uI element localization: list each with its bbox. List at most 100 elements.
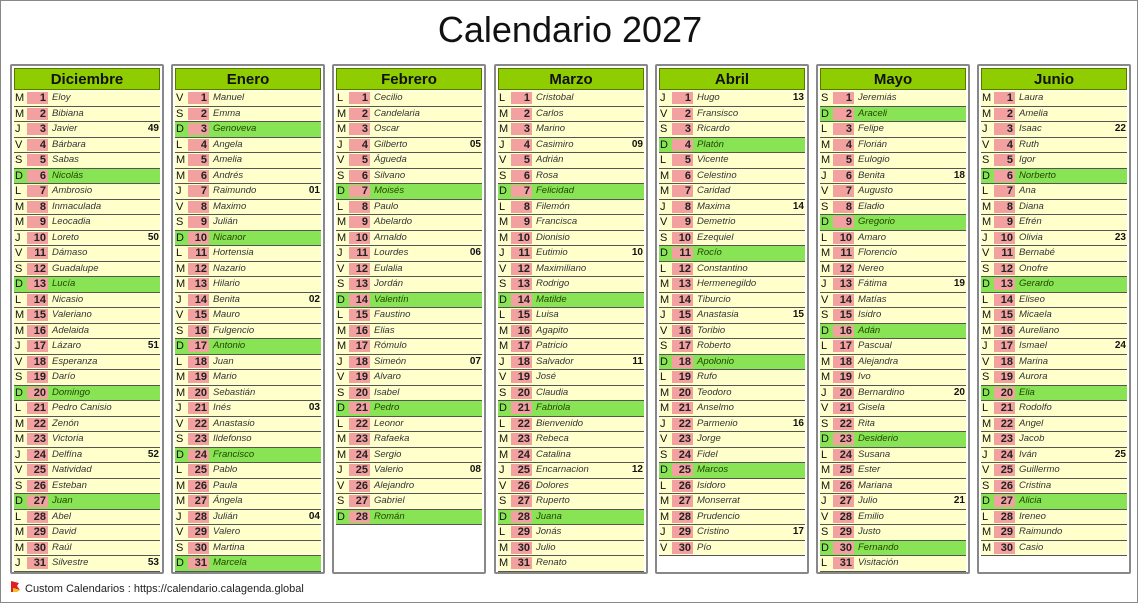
day-row[interactable]: D 24 Francisco	[175, 447, 321, 463]
day-row[interactable]: D 14 Matilde	[498, 292, 644, 308]
day-row[interactable]: L 14 Nicasio	[14, 292, 160, 308]
day-row[interactable]: M 27 Monserrat	[659, 494, 805, 510]
day-row[interactable]: D 11 Rocío	[659, 246, 805, 262]
day-row[interactable]: M 2 Amelia	[981, 106, 1127, 122]
day-row[interactable]: M 17 Patricio	[498, 339, 644, 355]
day-row[interactable]: J 18 Salvador 11	[498, 354, 644, 370]
day-row[interactable]: S 9 Julián	[175, 215, 321, 231]
day-row[interactable]: M 10 Arnaldo	[336, 230, 482, 246]
day-row[interactable]: S 26 Cristina	[981, 478, 1127, 494]
day-row[interactable]: M 11 Florencio	[820, 246, 966, 262]
day-row[interactable]: L 22 Bienvenido	[498, 416, 644, 432]
day-row[interactable]: V 11 Dámaso	[14, 246, 160, 262]
day-row[interactable]: S 6 Silvano	[336, 168, 482, 184]
day-row[interactable]: M 16 Elias	[336, 323, 482, 339]
day-row[interactable]: M 23 Rebeca	[498, 432, 644, 448]
day-row[interactable]: L 11 Hortensia	[175, 246, 321, 262]
day-row[interactable]: M 15 Micaela	[981, 308, 1127, 324]
day-row[interactable]: M 26 Mariana	[820, 478, 966, 494]
day-row[interactable]: L 10 Amaro	[820, 230, 966, 246]
day-row[interactable]: L 19 Rufo	[659, 370, 805, 386]
day-row[interactable]: M 1 Laura	[981, 91, 1127, 107]
day-row[interactable]: V 11 Bernabé	[981, 246, 1127, 262]
day-row[interactable]: V 12 Maximiliano	[498, 261, 644, 277]
day-row[interactable]: L 5 Vicente	[659, 153, 805, 169]
day-row[interactable]: V 19 Alvaro	[336, 370, 482, 386]
day-row[interactable]: M 19 Mario	[175, 370, 321, 386]
day-row[interactable]: S 13 Jordán	[336, 277, 482, 293]
day-row[interactable]: M 21 Anselmo	[659, 401, 805, 417]
day-row[interactable]: M 9 Leocadia	[14, 215, 160, 231]
day-row[interactable]: J 31 Silvestre 53	[14, 556, 160, 572]
day-row[interactable]: M 2 Carlos	[498, 106, 644, 122]
day-row[interactable]: L 28 Abel	[14, 509, 160, 525]
day-row[interactable]: V 22 Anastasio	[175, 416, 321, 432]
day-row[interactable]: V 30 Pío	[659, 540, 805, 556]
day-row[interactable]: D 10 Nicanor	[175, 230, 321, 246]
day-row[interactable]: D 9 Gregorio	[820, 215, 966, 231]
day-row[interactable]: V 7 Augusto	[820, 184, 966, 200]
day-row[interactable]: D 4 Platón	[659, 137, 805, 153]
day-row[interactable]: J 17 Ismael 24	[981, 339, 1127, 355]
day-row[interactable]: J 1 Hugo 13	[659, 91, 805, 107]
day-row[interactable]: V 29 Valero	[175, 525, 321, 541]
day-row[interactable]: J 4 Casimiro 09	[498, 137, 644, 153]
day-row[interactable]: J 8 Maxima 14	[659, 199, 805, 215]
day-row[interactable]: M 19 Ivo	[820, 370, 966, 386]
day-row[interactable]: S 24 Fidel	[659, 447, 805, 463]
day-row[interactable]: L 8 Paulo	[336, 199, 482, 215]
day-row[interactable]: M 5 Eulogio	[820, 153, 966, 169]
day-row[interactable]: M 6 Andrés	[175, 168, 321, 184]
day-row[interactable]: D 14 Valentín	[336, 292, 482, 308]
day-row[interactable]: V 14 Matías	[820, 292, 966, 308]
day-row[interactable]: S 3 Ricardo	[659, 122, 805, 138]
day-row[interactable]: J 28 Julián 04	[175, 509, 321, 525]
day-row[interactable]: D 25 Marcos	[659, 463, 805, 479]
day-row[interactable]: S 27 Gabriel	[336, 494, 482, 510]
day-row[interactable]: J 25 Encarnacion 12	[498, 463, 644, 479]
day-row[interactable]: S 30 Martina	[175, 540, 321, 556]
day-row[interactable]: V 28 Emilio	[820, 509, 966, 525]
day-row[interactable]: M 24 Sergio	[336, 447, 482, 463]
day-row[interactable]: M 24 Catalina	[498, 447, 644, 463]
day-row[interactable]: D 27 Alicia	[981, 494, 1127, 510]
day-row[interactable]: D 30 Fernando	[820, 540, 966, 556]
day-row[interactable]: M 1 Eloy	[14, 91, 160, 107]
day-row[interactable]: D 3 Genoveva	[175, 122, 321, 138]
day-row[interactable]: L 21 Rodolfo	[981, 401, 1127, 417]
day-row[interactable]: J 15 Anastasia 15	[659, 308, 805, 324]
day-row[interactable]: M 20 Sebastián	[175, 385, 321, 401]
day-row[interactable]: J 3 Javier 49	[14, 122, 160, 138]
day-row[interactable]: J 17 Lázaro 51	[14, 339, 160, 355]
day-row[interactable]: V 4 Ruth	[981, 137, 1127, 153]
day-row[interactable]: L 22 Leonor	[336, 416, 482, 432]
day-row[interactable]: M 22 Zenón	[14, 416, 160, 432]
day-row[interactable]: M 31 Renato	[498, 556, 644, 572]
day-row[interactable]: M 2 Candelaria	[336, 106, 482, 122]
day-row[interactable]: L 18 Juan	[175, 354, 321, 370]
day-row[interactable]: M 30 Raúl	[14, 540, 160, 556]
day-row[interactable]: D 18 Apolonio	[659, 354, 805, 370]
day-row[interactable]: S 5 Sabas	[14, 153, 160, 169]
day-row[interactable]: S 20 Claudia	[498, 385, 644, 401]
day-row[interactable]: D 7 Moisés	[336, 184, 482, 200]
day-row[interactable]: S 12 Guadalupe	[14, 261, 160, 277]
day-row[interactable]: L 29 Jonás	[498, 525, 644, 541]
day-row[interactable]: V 23 Jorge	[659, 432, 805, 448]
day-row[interactable]: V 4 Bárbara	[14, 137, 160, 153]
day-row[interactable]: J 7 Raimundo 01	[175, 184, 321, 200]
day-row[interactable]: M 29 David	[14, 525, 160, 541]
day-row[interactable]: J 21 Inés 03	[175, 401, 321, 417]
day-row[interactable]: L 21 Pedro Canisio	[14, 401, 160, 417]
day-row[interactable]: S 27 Ruperto	[498, 494, 644, 510]
day-row[interactable]: D 21 Pedro	[336, 401, 482, 417]
day-row[interactable]: L 31 Visitación	[820, 556, 966, 572]
day-row[interactable]: M 12 Nereo	[820, 261, 966, 277]
day-row[interactable]: M 5 Amelia	[175, 153, 321, 169]
day-row[interactable]: V 1 Manuel	[175, 91, 321, 107]
day-row[interactable]: M 23 Rafaeka	[336, 432, 482, 448]
day-row[interactable]: S 23 Ildefonso	[175, 432, 321, 448]
day-row[interactable]: M 2 Bibiana	[14, 106, 160, 122]
day-row[interactable]: M 14 Tiburcio	[659, 292, 805, 308]
day-row[interactable]: V 21 Gisela	[820, 401, 966, 417]
